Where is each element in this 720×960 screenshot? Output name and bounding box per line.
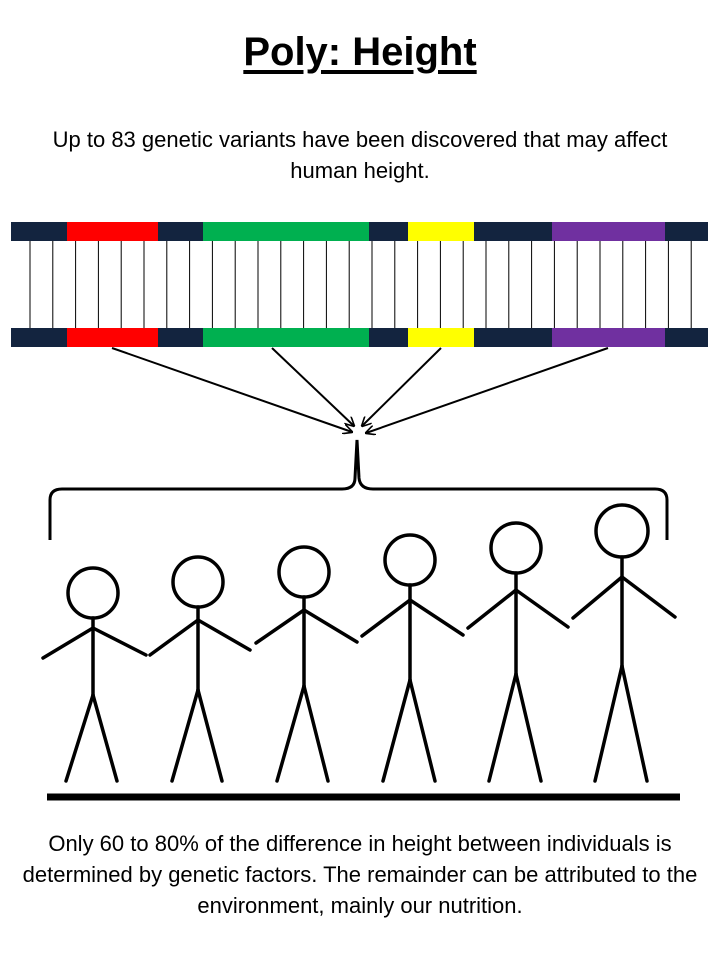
stick-figure-3 [254,545,359,783]
gene-segment-purple-top [552,222,665,241]
arrow-green [271,347,354,426]
dna-rungs [29,241,692,328]
stick-figure-4 [360,533,465,783]
stick-figure-2 [148,555,252,783]
gene-segment-green-bottom [203,328,369,347]
gene-segment-red-bottom [67,328,158,347]
gene-segment-red-top [67,222,158,241]
gene-segment-yellow-top [408,222,474,241]
stick-figures [41,503,677,783]
arrow-red [111,347,352,432]
stick-figure-5 [466,521,570,783]
gene-segment-yellow-bottom [408,328,474,347]
variant-arrows [111,347,609,433]
conclusion-text: Only 60 to 80% of the difference in heig… [22,831,698,918]
gene-segment-green-top [203,222,369,241]
page-title: Poly: Height [243,30,477,74]
stick-figure-6 [571,503,677,783]
dna-strand [11,222,708,347]
intro-text: Up to 83 genetic variants have been disc… [52,127,668,183]
arrow-yellow [362,347,442,426]
stick-figure-1 [41,566,148,783]
gene-segment-purple-bottom [552,328,665,347]
arrow-purple [366,347,609,433]
grouping-brace [48,439,669,540]
